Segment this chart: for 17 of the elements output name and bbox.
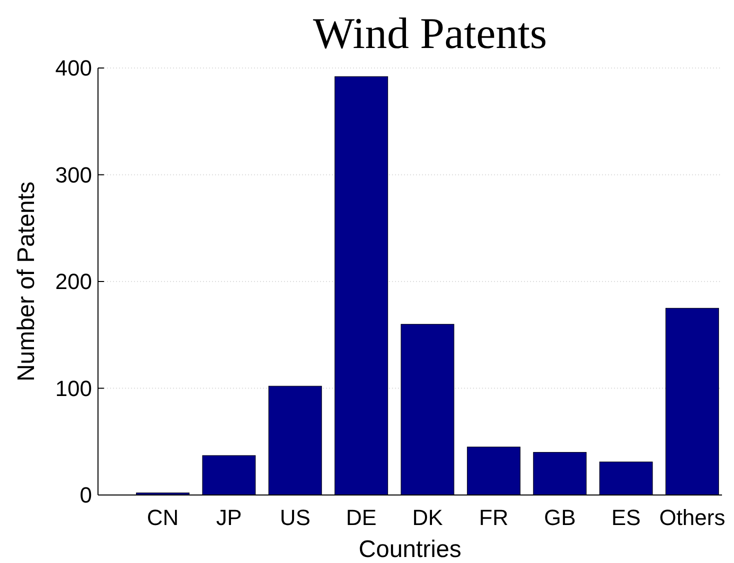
x-tick-label: ES: [611, 505, 641, 530]
x-tick-label: DK: [412, 505, 444, 530]
x-tick-label: Others: [659, 505, 726, 530]
y-tick-label: 300: [55, 162, 92, 188]
y-tick-label: 100: [55, 376, 92, 401]
x-tick-label: FR: [479, 505, 508, 530]
x-tick-label: GB: [544, 505, 576, 530]
y-tick-label: 0: [80, 482, 92, 508]
y-tick-label: 400: [55, 56, 92, 81]
x-tick-label: CN: [146, 505, 179, 530]
y-tick-label: 200: [55, 269, 92, 294]
x-tick-label: JP: [216, 505, 242, 530]
y-axis-title: Number of Patents: [13, 181, 40, 382]
x-tick-label: US: [280, 505, 310, 530]
x-tick-label: DE: [346, 505, 377, 530]
x-axis-title: Countries: [358, 536, 462, 563]
chart-title: Wind Patents: [312, 9, 548, 58]
